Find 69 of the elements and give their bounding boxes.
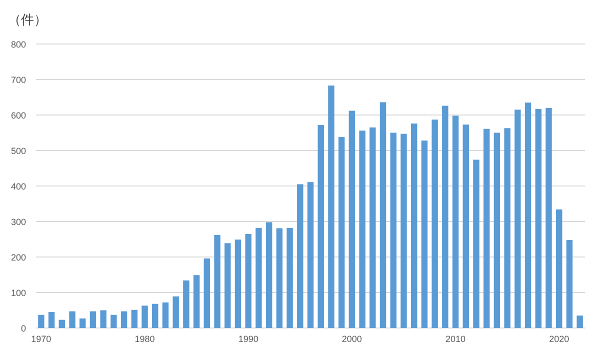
bar — [380, 102, 386, 328]
bar — [546, 108, 552, 328]
bar — [452, 116, 459, 328]
y-tick-label: 200 — [10, 252, 26, 262]
bar — [307, 182, 314, 328]
bar — [234, 240, 242, 328]
bar — [172, 296, 179, 328]
y-tick-label: 100 — [10, 288, 26, 298]
bar — [266, 222, 272, 328]
bar — [80, 318, 86, 328]
x-tick-label: 2010 — [446, 334, 466, 344]
bar — [556, 209, 562, 328]
x-tick-label: 2020 — [549, 334, 570, 344]
y-axis-title: （件） — [8, 12, 47, 27]
y-tick-label: 0 — [20, 324, 26, 334]
bar — [286, 228, 293, 328]
bar — [442, 106, 448, 328]
bar — [224, 243, 231, 328]
bar — [432, 120, 438, 328]
y-tick-label: 600 — [10, 110, 26, 120]
y-tick-label: 700 — [10, 75, 26, 85]
bar — [214, 234, 220, 328]
bar — [359, 130, 366, 328]
bar — [318, 124, 324, 328]
x-tick-label: 2000 — [342, 334, 362, 344]
bar — [328, 86, 334, 328]
bar — [204, 258, 210, 328]
bar — [338, 137, 345, 328]
bar — [90, 311, 96, 328]
bar — [400, 134, 407, 328]
bar — [370, 127, 376, 328]
bar — [566, 240, 573, 328]
bar — [576, 316, 583, 328]
x-tick-label: 1970 — [31, 334, 52, 344]
bar — [535, 108, 542, 328]
bar — [504, 128, 510, 328]
bar — [131, 310, 138, 328]
x-tick-label: 1980 — [134, 334, 155, 344]
bar — [120, 311, 128, 328]
y-tick-label: 400 — [10, 182, 26, 192]
bar — [348, 110, 356, 328]
bar — [152, 304, 158, 328]
bar — [494, 132, 500, 328]
bar — [524, 102, 532, 328]
y-tick-label: 300 — [10, 217, 26, 227]
bar — [38, 314, 44, 328]
bar — [462, 124, 469, 328]
bar — [142, 306, 148, 328]
bar — [183, 280, 190, 328]
bar — [410, 124, 418, 328]
bar — [100, 310, 106, 328]
y-tick-label: 500 — [10, 146, 26, 156]
bar — [162, 302, 169, 328]
x-tick-label: 1990 — [238, 334, 258, 344]
bar — [297, 184, 304, 328]
bar — [276, 228, 283, 328]
bar — [421, 140, 428, 328]
bar — [483, 128, 490, 328]
bar — [69, 311, 76, 328]
bar — [514, 110, 521, 328]
bar — [473, 160, 480, 328]
bar — [48, 312, 55, 328]
bar — [256, 228, 262, 328]
bar — [193, 275, 200, 328]
bar — [110, 314, 117, 328]
bar — [245, 234, 252, 328]
bar — [390, 132, 396, 328]
y-tick-label: 800 — [10, 40, 26, 50]
bar — [58, 320, 66, 328]
